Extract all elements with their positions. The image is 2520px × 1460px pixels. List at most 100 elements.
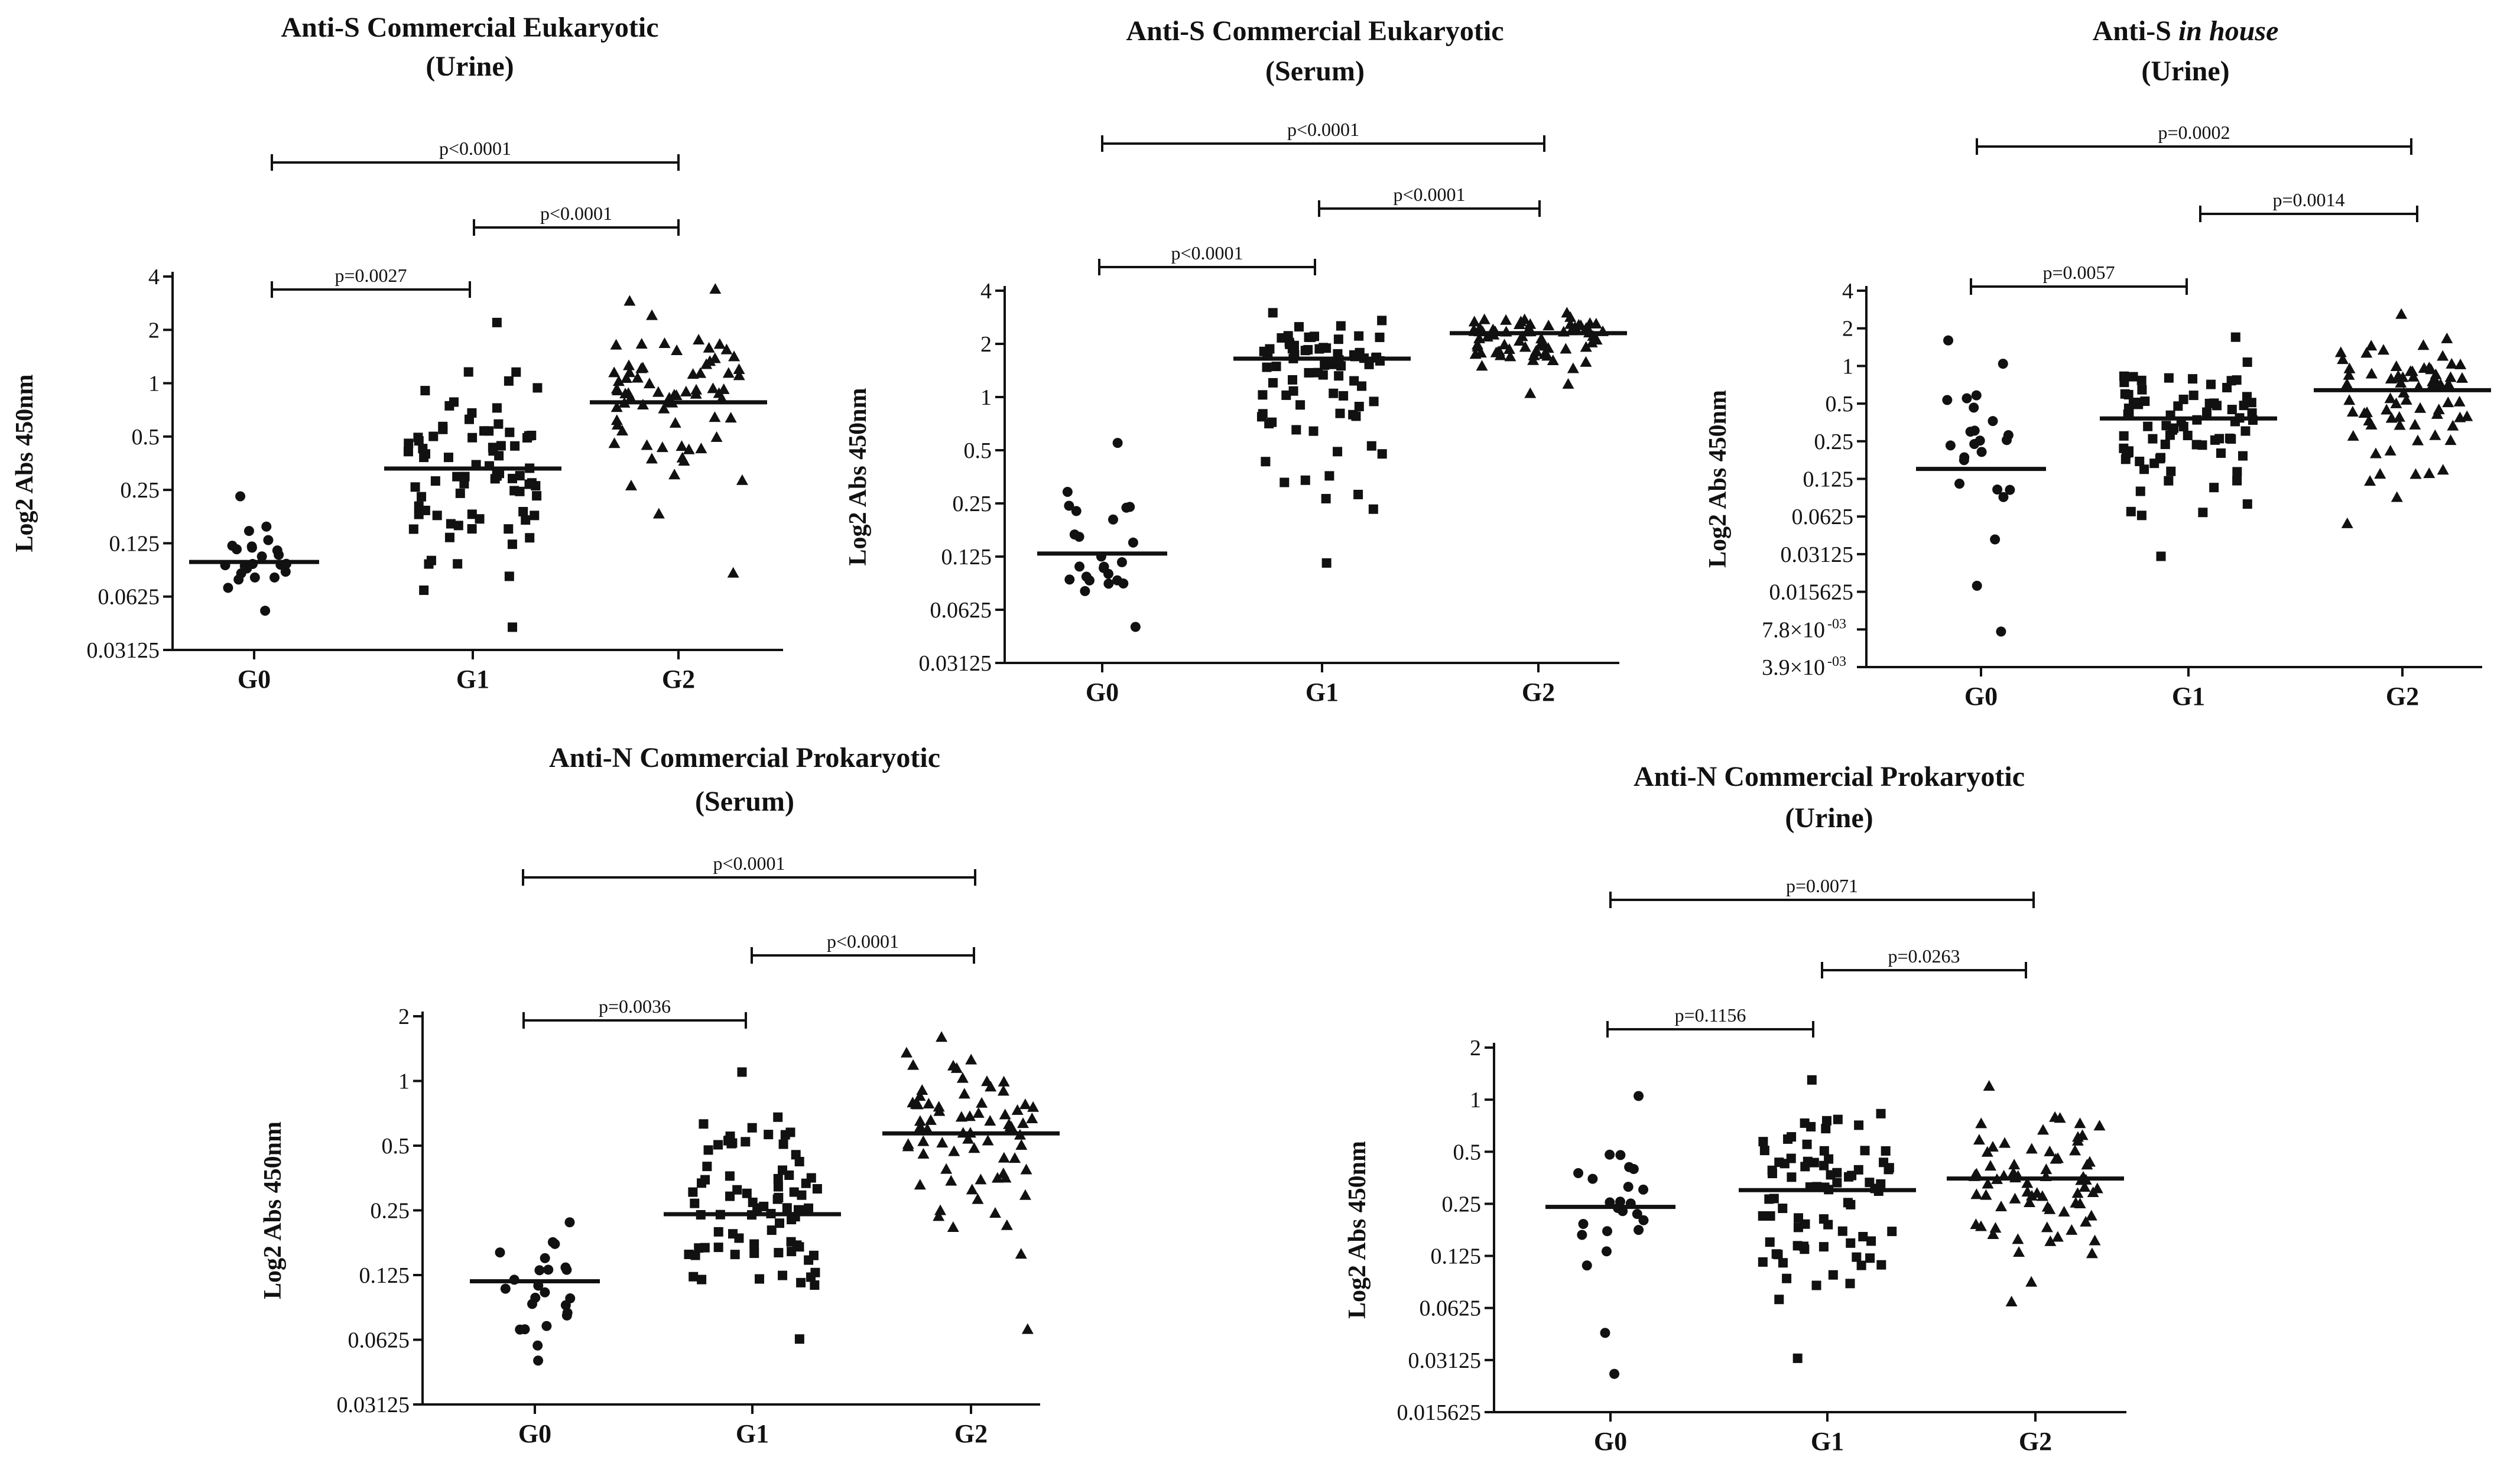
data-point-g0 xyxy=(495,1247,505,1258)
data-point-g2 xyxy=(1527,354,1540,365)
data-point-g2 xyxy=(2364,475,2376,486)
data-point-g1 xyxy=(748,1197,758,1207)
data-point-g1 xyxy=(794,1242,804,1252)
data-point-g1 xyxy=(1792,1353,1803,1363)
y-tick-label: 2 xyxy=(1842,317,1853,342)
data-point-g2 xyxy=(2334,346,2347,357)
data-point-g1 xyxy=(527,430,537,440)
data-point-g2 xyxy=(683,443,695,454)
data-point-g0 xyxy=(1945,440,1956,451)
data-point-g2 xyxy=(2044,1145,2056,1156)
chart-subtitle: (Serum) xyxy=(695,786,794,817)
chart-title: Anti-S Commercial Eukaryotic xyxy=(281,12,658,43)
data-point-g1 xyxy=(2204,398,2214,408)
data-point-g2 xyxy=(622,387,635,398)
data-point-g0 xyxy=(1969,402,1979,413)
data-point-g0 xyxy=(533,1355,544,1366)
p-value-label: p<0.0001 xyxy=(1171,242,1243,264)
data-point-g1 xyxy=(754,1274,764,1284)
data-point-g1 xyxy=(810,1267,820,1277)
significance-bracket xyxy=(1609,892,2035,908)
data-point-g1 xyxy=(1865,1178,1875,1188)
data-point-g2 xyxy=(1547,355,1559,366)
data-point-g1 xyxy=(812,1184,822,1194)
data-point-g2 xyxy=(2392,372,2404,383)
y-tick-label: 0.125 xyxy=(941,545,992,570)
data-point-g2 xyxy=(2391,491,2403,502)
data-point-g2 xyxy=(1469,348,1482,359)
data-point-g2 xyxy=(2040,1163,2053,1175)
data-point-g1 xyxy=(2183,431,2193,441)
data-point-g1 xyxy=(1333,334,1343,344)
data-point-g1 xyxy=(426,555,436,565)
data-point-g1 xyxy=(1854,1120,1864,1130)
data-point-g2 xyxy=(2423,467,2435,479)
data-point-g0 xyxy=(1080,586,1090,596)
data-point-g0 xyxy=(1128,537,1138,548)
data-point-g2 xyxy=(736,474,748,485)
significance-bracket xyxy=(271,154,680,171)
data-point-g2 xyxy=(900,1046,912,1058)
data-point-g0 xyxy=(515,1324,525,1335)
data-point-g1 xyxy=(2188,391,2198,401)
data-point-g2 xyxy=(671,344,683,356)
data-point-g0 xyxy=(1615,1150,1626,1160)
data-point-g2 xyxy=(2390,360,2402,372)
data-point-g0 xyxy=(1992,485,2003,495)
data-point-g2 xyxy=(2024,1196,2036,1208)
data-point-g2 xyxy=(975,1173,987,1185)
data-point-g1 xyxy=(2230,332,2240,342)
data-point-g1 xyxy=(2209,483,2219,493)
data-point-g1 xyxy=(1787,1132,1797,1142)
data-point-g2 xyxy=(2400,394,2412,405)
data-point-g1 xyxy=(2149,459,2159,469)
chart-subtitle: (Urine) xyxy=(2141,56,2229,87)
chart-panel-1: Anti-S Commercial Eukaryotic (Urine) 4 2 1 0.… xyxy=(11,12,783,694)
p-value-label: p=0.0027 xyxy=(335,265,407,286)
data-point-g1 xyxy=(479,426,489,436)
data-point-g1 xyxy=(452,472,462,482)
data-point-g1 xyxy=(1304,368,1314,378)
data-point-g2 xyxy=(962,1133,975,1144)
data-point-g0 xyxy=(1634,1225,1644,1235)
y-axis-label: Log2 Abs 450nm xyxy=(845,388,872,565)
chart-subtitle: (Urine) xyxy=(426,51,514,82)
data-point-g1 xyxy=(449,397,459,407)
data-point-g0 xyxy=(1634,1091,1644,1101)
data-point-g2 xyxy=(933,1210,945,1221)
data-point-g1 xyxy=(1375,332,1385,342)
data-point-g2 xyxy=(1530,344,1542,356)
y-tick-label: 7.8×10 xyxy=(1762,617,1825,642)
p-value-label: p<0.0001 xyxy=(540,203,612,224)
data-point-g1 xyxy=(2232,476,2242,486)
chart-title: Anti-N Commercial Prokaryotic xyxy=(549,742,940,773)
data-point-g0 xyxy=(1578,1219,1589,1230)
y-tick-label: 0.0625 xyxy=(1420,1296,1482,1321)
data-point-g2 xyxy=(709,283,722,294)
chart-title-italic-part: in house xyxy=(2178,15,2278,47)
data-point-g2 xyxy=(985,1081,997,1092)
data-point-g2 xyxy=(2360,347,2373,358)
data-point-g1 xyxy=(460,472,470,482)
data-point-g2 xyxy=(2080,1215,2092,1227)
data-point-g1 xyxy=(725,1191,735,1201)
p-value-label: p=0.0071 xyxy=(1786,875,1858,896)
data-point-g2 xyxy=(623,295,636,306)
data-point-g2 xyxy=(2453,395,2466,407)
data-point-g0 xyxy=(1605,1149,1615,1160)
data-point-g1 xyxy=(2178,394,2188,404)
chart-panel-2: Anti-S Commercial Eukaryotic (Serum) 4 2 1 0.… xyxy=(845,15,1627,707)
data-point-g1 xyxy=(703,1145,713,1155)
data-point-g1 xyxy=(438,421,448,431)
data-point-g0 xyxy=(233,574,244,585)
y-tick-label: 1 xyxy=(148,372,160,396)
data-point-g2 xyxy=(948,1145,960,1156)
data-point-g1 xyxy=(453,521,463,531)
data-point-g1 xyxy=(1357,381,1367,391)
data-point-g0 xyxy=(1971,390,1982,401)
data-point-g2 xyxy=(1524,387,1537,398)
data-point-g0 xyxy=(231,544,242,555)
data-point-g1 xyxy=(432,510,442,521)
data-point-g1 xyxy=(515,486,525,496)
data-point-g2 xyxy=(914,1090,926,1101)
